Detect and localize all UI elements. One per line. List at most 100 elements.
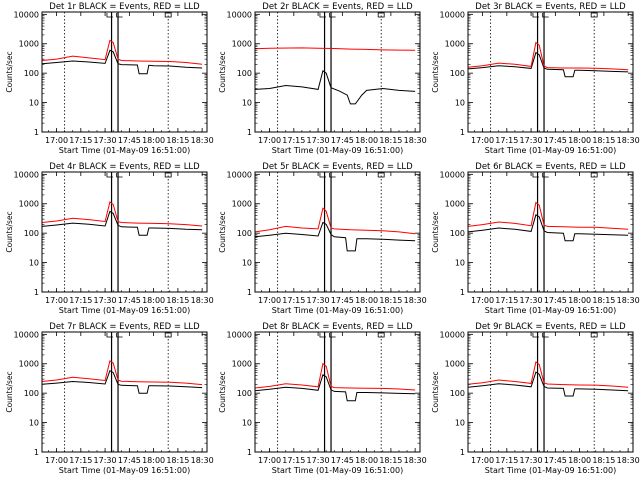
x-tick-label: 17:00 <box>471 456 494 465</box>
plot-frame <box>254 331 421 453</box>
series-lld-line <box>468 41 629 71</box>
x-tick-label: 17:15 <box>282 296 305 305</box>
series-lld-line <box>468 361 629 388</box>
y-axis-label: Counts/sec <box>218 51 227 92</box>
detector-panel-3: 1 10 100 1000 10000 17:00 17:15 17:30 17:45 18:00… <box>431 2 640 155</box>
x-tick-label: 17:30 <box>307 456 330 465</box>
x-tick-label: 18:30 <box>191 296 214 305</box>
y-axis-label: Counts/sec <box>5 371 14 412</box>
x-tick-label: 17:00 <box>471 296 494 305</box>
y-axis-label: Counts/sec <box>5 51 14 92</box>
x-axis-label: Start Time (01-May-09 16:51:00) <box>485 466 616 475</box>
x-tick-label: 17:00 <box>258 136 281 145</box>
y-tick-label: 10000 <box>440 10 465 19</box>
y-tick-label: 1000 <box>445 360 465 369</box>
y-tick-label: 1 <box>247 288 252 297</box>
y-tick-label: 10 <box>242 419 252 428</box>
y-tick-label: 1000 <box>19 200 39 209</box>
time-flag-2 <box>542 333 549 338</box>
y-axis-label: Counts/sec <box>431 211 440 252</box>
time-flag-1 <box>532 13 539 18</box>
y-tick-label: 1 <box>460 448 465 457</box>
y-tick-label: 100 <box>237 229 252 238</box>
y-tick-label: 10 <box>455 259 465 268</box>
time-flag-3 <box>164 332 172 338</box>
x-tick-label: 17:30 <box>307 136 330 145</box>
series-events-line <box>468 371 629 397</box>
x-axis-label: Start Time (01-May-09 16:51:00) <box>59 146 190 155</box>
series-lld-line <box>42 39 203 65</box>
x-tick-label: 17:45 <box>331 456 354 465</box>
x-axis-label: Start Time (01-May-09 16:51:00) <box>485 306 616 315</box>
x-tick-label: 17:45 <box>544 296 567 305</box>
x-tick-label: 17:00 <box>258 296 281 305</box>
y-tick-label: 100 <box>24 389 39 398</box>
x-tick-label: 18:00 <box>355 456 378 465</box>
series-lld-line <box>42 201 203 227</box>
time-flag-3 <box>590 12 598 18</box>
detector-panel-7: 1 10 100 1000 10000 17:00 17:15 17:30 17:45 18:00… <box>5 322 214 475</box>
y-tick-label: 10 <box>29 99 39 108</box>
y-tick-label: 10000 <box>227 330 252 339</box>
x-tick-label: 17:15 <box>495 296 518 305</box>
plot-frame <box>254 171 421 293</box>
y-axis-label: Counts/sec <box>431 51 440 92</box>
y-tick-label: 1 <box>247 448 252 457</box>
x-tick-label: 17:45 <box>118 136 141 145</box>
series-events-line <box>255 69 416 105</box>
series-events-line <box>42 49 203 75</box>
series-lld-line <box>468 201 629 230</box>
plot-frame <box>467 171 634 293</box>
series-lld-line <box>255 207 416 235</box>
series-events-line <box>468 51 629 78</box>
x-axis-label: Start Time (01-May-09 16:51:00) <box>272 146 403 155</box>
y-tick-label: 100 <box>24 229 39 238</box>
x-tick-label: 17:15 <box>282 456 305 465</box>
y-tick-label: 1 <box>34 128 39 137</box>
time-flag-3 <box>590 332 598 338</box>
y-tick-label: 100 <box>450 229 465 238</box>
x-tick-label: 18:30 <box>191 136 214 145</box>
time-flag-3 <box>377 172 385 178</box>
y-tick-label: 10 <box>242 99 252 108</box>
x-tick-label: 18:15 <box>592 136 615 145</box>
x-tick-label: 18:30 <box>191 456 214 465</box>
series-events-line <box>468 214 629 242</box>
x-tick-label: 18:15 <box>592 456 615 465</box>
y-tick-label: 100 <box>24 69 39 78</box>
x-tick-label: 18:30 <box>617 456 640 465</box>
panel-title: Det 5r BLACK = Events, RED = LLD <box>262 162 413 172</box>
x-tick-label: 18:15 <box>166 136 189 145</box>
y-tick-label: 100 <box>450 389 465 398</box>
time-flag-3 <box>590 172 598 178</box>
time-flag-2 <box>542 13 549 18</box>
x-tick-label: 18:00 <box>568 136 591 145</box>
x-tick-label: 17:15 <box>495 456 518 465</box>
x-tick-label: 17:30 <box>520 136 543 145</box>
y-tick-label: 10000 <box>440 330 465 339</box>
time-flag-2 <box>116 173 123 178</box>
y-tick-label: 100 <box>237 69 252 78</box>
time-flag-1 <box>319 13 326 18</box>
y-tick-label: 1 <box>247 128 252 137</box>
x-tick-label: 18:30 <box>404 136 427 145</box>
time-flag-1 <box>319 173 326 178</box>
x-axis-label: Start Time (01-May-09 16:51:00) <box>485 146 616 155</box>
x-tick-label: 18:15 <box>166 456 189 465</box>
x-tick-label: 17:15 <box>69 136 92 145</box>
x-tick-label: 17:00 <box>45 456 68 465</box>
x-tick-label: 18:00 <box>142 456 165 465</box>
y-axis-label: Counts/sec <box>5 211 14 252</box>
x-tick-label: 18:00 <box>142 296 165 305</box>
y-tick-label: 10 <box>242 259 252 268</box>
x-tick-label: 17:15 <box>69 296 92 305</box>
panel-title: Det 4r BLACK = Events, RED = LLD <box>49 162 200 172</box>
x-tick-label: 17:15 <box>282 136 305 145</box>
y-axis-label: Counts/sec <box>218 211 227 252</box>
x-tick-label: 18:30 <box>617 136 640 145</box>
detector-panel-1: 1 10 100 1000 10000 17:00 17:15 17:30 17:45 18:00… <box>5 2 214 155</box>
time-flag-1 <box>532 173 539 178</box>
detector-panel-9: 1 10 100 1000 10000 17:00 17:15 17:30 17:45 18:00… <box>431 322 640 475</box>
plot-frame <box>467 11 634 133</box>
y-tick-label: 10 <box>29 259 39 268</box>
